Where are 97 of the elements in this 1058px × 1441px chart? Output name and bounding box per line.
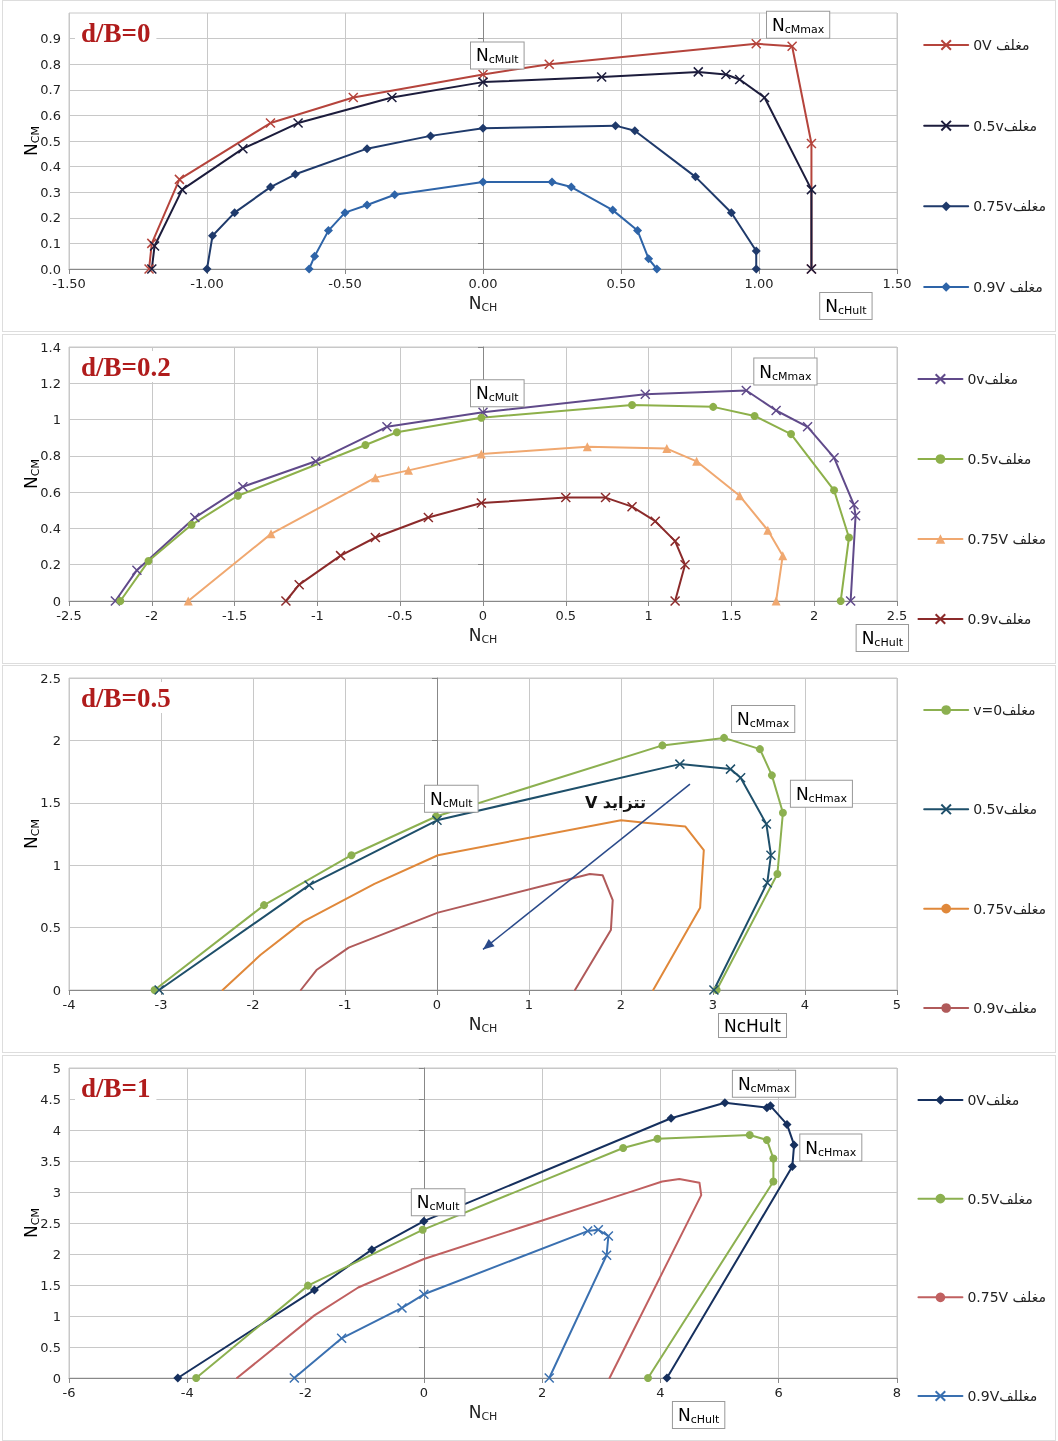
y-tick-label: 2.5 [40,670,61,686]
y-tick-label: 0.6 [40,484,61,500]
x-tick-label: 2 [616,997,626,1012]
y-tick-label: 0.5 [40,133,61,149]
legend-label: 0.9V مغلف [973,279,1043,295]
y-tick-label: 1.4 [40,339,61,355]
legend-label: 0.75vمغلف [973,900,1047,917]
y-tick-label: 0 [52,1370,61,1386]
x-tick-label: 2 [810,608,819,623]
y-tick-label: 4.5 [40,1091,61,1107]
y-tick-label: 0.6 [40,107,61,123]
x-tick-label: -1.50 [52,276,86,291]
x-tick-label: 0.5 [555,608,577,623]
legend-label: v=0مغلف [973,702,1036,718]
legend-label: 0.75vمغلف [973,198,1047,215]
y-tick-label: 2.5 [40,1215,61,1231]
y-tick-label: 1.5 [40,795,61,811]
y-tick-label: 5 [52,1060,61,1076]
x-tick-label: -2 [299,1385,313,1400]
y-tick-label: 0.5 [40,920,61,936]
y-axis-title: NCM [21,459,42,489]
x-tick-label: -2 [246,997,260,1012]
x-tick-label: -0.50 [328,276,362,291]
y-axis-title: NCM [21,1208,42,1238]
x-tick-label: -1.00 [190,276,224,291]
y-tick-label: 0.2 [40,557,61,573]
legend-label: 0.5vمغلف [967,451,1032,467]
legend-label: 0.75V مغلف [967,1289,1047,1306]
x-tick-label: -1.5 [221,608,248,623]
x-tick-label: 3 [708,997,718,1012]
x-tick-label: 1 [644,608,653,623]
x-tick-label: 1.00 [744,276,774,291]
legend-label: 0.9vمغلف [973,1000,1038,1016]
x-tick-label: -1 [338,997,352,1012]
x-tick-label: 2 [538,1385,547,1400]
y-tick-label: 3 [52,1184,61,1200]
y-tick-label: 2 [52,1246,61,1262]
y-tick-label: 0.4 [40,159,61,175]
legend-label: 0.9Vمغللف [967,1388,1038,1404]
x-tick-label: -4 [62,997,76,1012]
x-tick-label: 1.50 [882,276,912,291]
annotation: V تتزايد [584,793,647,813]
y-tick-label: 0.8 [40,448,61,464]
chart-title: d/B=0 [81,17,151,48]
x-tick-label: 0 [419,1385,428,1400]
y-tick-label: 0.8 [40,56,61,72]
x-tick-label: -2 [145,608,159,623]
x-tick-label: 4 [800,997,810,1012]
chart-title: d/B=0.5 [81,682,171,713]
y-tick-label: 4 [52,1122,61,1138]
y-tick-label: 2 [52,732,61,748]
y-tick-label: 1 [52,857,61,873]
chart-title: d/B=0.2 [81,351,171,382]
y-tick-label: 0 [52,593,61,609]
x-tick-label: 5 [892,997,902,1012]
y-tick-label: 0.4 [40,520,61,536]
y-tick-label: 1.2 [40,375,61,391]
x-tick-label: 2.5 [886,608,908,623]
legend-label: 0.5vمغلف [973,801,1038,818]
legend-label: 0.5vمغلف [973,117,1038,134]
legend-label: 0vمغلف [967,371,1019,387]
legend-label: 0.9vمغلف [967,611,1032,627]
x-tick-label: -1 [310,608,324,623]
x-tick-label: 8 [892,1385,902,1400]
legend-label: 0.5Vمغلف [967,1190,1033,1207]
x-tick-label: -3 [154,997,168,1012]
y-tick-label: 3.5 [40,1153,61,1169]
x-tick-label: 0.00 [468,276,498,291]
y-axis-title: NCM [21,819,42,849]
legend-label: 0V مغلف [973,37,1030,53]
y-tick-label: 1.5 [40,1277,61,1293]
x-tick-label: 0 [432,997,442,1012]
y-tick-label: 0.2 [40,210,61,226]
x-tick-label: -2.5 [56,608,82,623]
x-tick-label: 1.5 [721,608,742,623]
x-tick-label: -4 [180,1385,194,1400]
x-tick-label: -0.5 [387,608,413,623]
y-tick-label: 1 [52,1308,61,1324]
x-tick-label: 0 [478,608,488,623]
y-tick-label: 0.5 [40,1339,61,1355]
x-tick-label: 0.50 [606,276,636,291]
legend-label: 0Vمغلف [967,1092,1020,1108]
y-tick-label: 0.9 [40,31,61,47]
x-tick-label: 1 [524,997,534,1012]
y-tick-label: 0.7 [40,82,61,98]
legend-label: 0.75V مغلف [967,531,1047,547]
y-axis-title: NCM [21,126,42,156]
chart-title: d/B=1 [81,1072,151,1103]
y-tick-label: 1 [52,412,61,428]
y-tick-label: 0.0 [40,261,61,277]
y-tick-label: 0 [52,982,61,998]
y-tick-label: 0.1 [40,235,61,251]
annotation: NcHult [724,1015,782,1036]
x-tick-label: -6 [62,1385,76,1400]
y-tick-label: 0.3 [40,184,61,200]
x-tick-label: 4 [656,1385,665,1400]
x-tick-label: 6 [774,1385,783,1400]
